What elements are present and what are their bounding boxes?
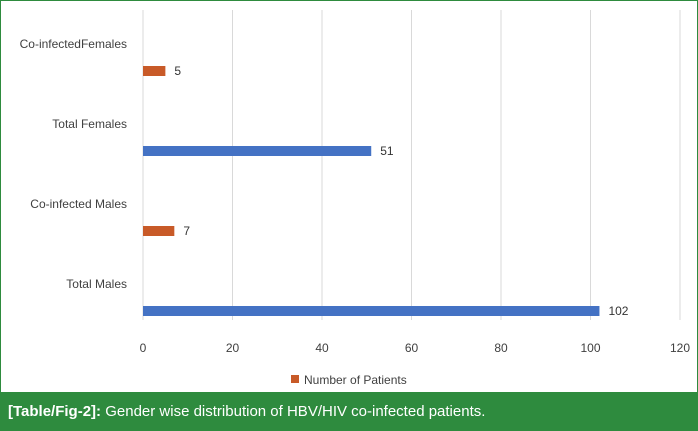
caption-text: Gender wise distribution of HBV/HIV co-i… xyxy=(105,403,486,420)
legend-label: Number of Patients xyxy=(304,373,407,387)
grid-lines xyxy=(142,10,681,320)
caption-label: [Table/Fig-2]: xyxy=(8,403,102,420)
x-tick-label: 60 xyxy=(405,341,419,355)
data-label: 7 xyxy=(183,224,190,238)
bar-chart: 0 20 40 60 80 100 120 Co-infectedFemales 5 Total … xyxy=(20,10,691,387)
bars xyxy=(143,66,600,316)
legend-swatch xyxy=(291,375,299,383)
x-tick-label: 120 xyxy=(670,341,690,355)
bar xyxy=(143,66,166,76)
data-label: 5 xyxy=(174,64,181,78)
figure-caption: [Table/Fig-2]: Gender wise distribution … xyxy=(0,392,698,431)
data-label: 51 xyxy=(380,144,394,158)
bar xyxy=(143,146,372,156)
data-label: 102 xyxy=(608,304,628,318)
x-tick-label: 100 xyxy=(580,341,600,355)
bar xyxy=(143,226,175,236)
labels: 0 20 40 60 80 100 120 Co-infectedFemales 5 Total … xyxy=(20,37,691,355)
category-label: Co-infectedFemales xyxy=(20,37,127,51)
x-tick-label: 80 xyxy=(494,341,508,355)
category-label: Total Males xyxy=(66,277,127,291)
x-tick-label: 20 xyxy=(226,341,240,355)
legend: Number of Patients xyxy=(291,373,407,387)
category-label: Total Females xyxy=(52,117,127,131)
bar xyxy=(143,306,600,316)
x-tick-label: 0 xyxy=(140,341,147,355)
x-tick-label: 40 xyxy=(315,341,329,355)
category-label: Co-infected Males xyxy=(30,197,127,211)
